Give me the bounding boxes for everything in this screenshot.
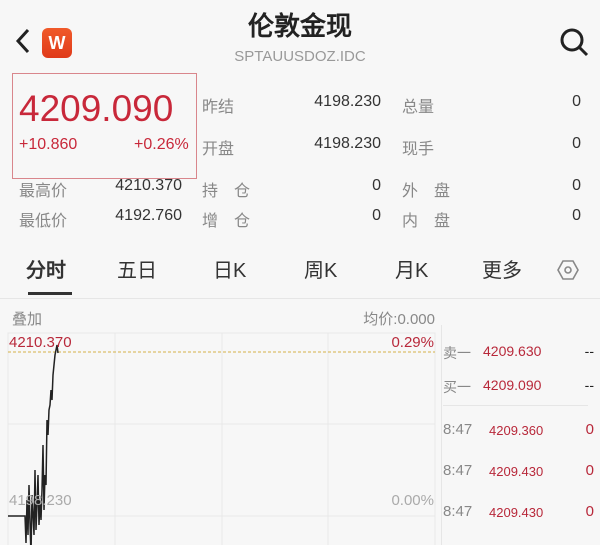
tick-price: 4209.430 — [489, 464, 544, 479]
high-pct-label: 0.29% — [391, 334, 434, 351]
tick-price: 4209.430 — [489, 505, 544, 520]
tab-more[interactable]: 更多 — [482, 260, 522, 282]
tab-five-day[interactable]: 五日 — [117, 260, 157, 282]
price-change: +10.860 — [19, 136, 78, 153]
buy-1-label: 买一 — [443, 379, 471, 395]
search-icon[interactable] — [558, 26, 590, 58]
stat-label: 现手 — [402, 141, 435, 158]
divider — [443, 405, 588, 406]
stat-value: 4198.230 — [314, 135, 381, 152]
hexagon-settings-icon[interactable] — [556, 258, 580, 282]
stat-label: 开盘 — [202, 141, 235, 158]
stat-value: 4192.760 — [115, 207, 182, 224]
symbol-code: SPTAUUSDOZ.IDC — [234, 48, 366, 65]
stat-value: 0 — [372, 177, 381, 194]
stat-label: 增 仓 — [202, 213, 251, 230]
buy-1-price: 4209.090 — [483, 377, 542, 393]
price-change-pct: +0.26% — [134, 136, 189, 153]
stat-value: 0 — [572, 93, 581, 110]
tick-volume: 0 — [585, 421, 594, 438]
base-price-label: 4198.230 — [9, 492, 72, 509]
stat-label: 最低价 — [19, 213, 68, 230]
stat-label: 外 盘 — [402, 183, 451, 200]
stat-value: 0 — [372, 207, 381, 224]
stat-label: 持 仓 — [202, 183, 251, 200]
stat-label: 最高价 — [19, 183, 68, 200]
high-price-label: 4210.370 — [9, 334, 72, 351]
tick-time: 8:47 — [443, 421, 473, 438]
tick-time: 8:47 — [443, 462, 473, 479]
intraday-chart — [7, 332, 436, 545]
stat-label: 内 盘 — [402, 213, 451, 230]
stat-value: 0 — [572, 207, 581, 224]
stat-label: 总量 — [402, 99, 435, 116]
divider — [441, 325, 442, 545]
overlay-button[interactable]: 叠加 — [12, 311, 43, 328]
tab-daily-k[interactable]: 日K — [213, 260, 247, 282]
base-pct-label: 0.00% — [391, 492, 434, 509]
stat-value: 0 — [572, 135, 581, 152]
divider — [0, 298, 600, 299]
stat-value: 0 — [572, 177, 581, 194]
sell-1-label: 卖一 — [443, 345, 471, 361]
tab-monthly-k[interactable]: 月K — [395, 260, 429, 282]
stat-label: 昨结 — [202, 99, 235, 116]
stat-value: 4198.230 — [314, 93, 381, 110]
app-logo: W — [42, 28, 72, 58]
buy-1-volume: -- — [584, 377, 594, 393]
tab-weekly-k[interactable]: 周K — [304, 260, 338, 282]
sell-1-price: 4209.630 — [483, 343, 542, 359]
price-line — [8, 344, 59, 545]
sell-1-volume: -- — [584, 343, 594, 359]
tab-intraday[interactable]: 分时 — [26, 260, 66, 282]
active-tab-indicator — [28, 292, 72, 295]
tick-time: 8:47 — [443, 503, 473, 520]
last-price: 4209.090 — [19, 88, 174, 129]
page-title: 伦敦金现 — [247, 11, 352, 41]
chevron-left-icon[interactable] — [12, 26, 34, 56]
avg-price: 均价:0.000 — [363, 311, 435, 328]
tick-volume: 0 — [585, 462, 594, 479]
price-box — [12, 73, 197, 179]
stat-value: 4210.370 — [115, 177, 182, 194]
tick-volume: 0 — [585, 503, 594, 520]
tick-price: 4209.360 — [489, 423, 544, 438]
